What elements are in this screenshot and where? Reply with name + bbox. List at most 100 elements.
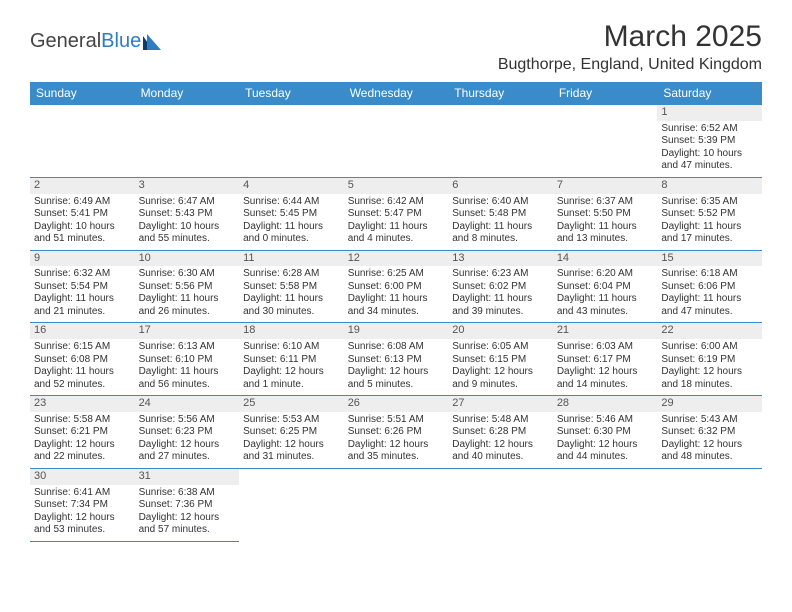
sunrise-text: Sunrise: 6:13 AM: [139, 341, 236, 354]
daylight-text: and 26 minutes.: [139, 306, 236, 319]
sunset-text: Sunset: 6:17 PM: [557, 354, 654, 367]
daylight-text: Daylight: 11 hours: [348, 221, 445, 234]
page-header: GeneralBlue March 2025 Bugthorpe, Englan…: [30, 20, 762, 74]
daylight-text: and 1 minute.: [243, 379, 340, 392]
sunrise-text: Sunrise: 6:49 AM: [34, 196, 131, 209]
day-details: Sunrise: 6:38 AMSunset: 7:36 PMDaylight:…: [139, 487, 236, 537]
calendar-body: 1 Sunrise: 6:52 AMSunset: 5:39 PMDaylight…: [30, 105, 762, 542]
day-details: Sunrise: 6:28 AMSunset: 5:58 PMDaylight:…: [243, 268, 340, 318]
sunrise-text: Sunrise: 6:30 AM: [139, 268, 236, 281]
daylight-text: and 57 minutes.: [139, 524, 236, 537]
weekday-header: Thursday: [448, 82, 553, 105]
day-number: 3: [135, 178, 240, 194]
month-title: March 2025: [498, 20, 762, 54]
calendar-cell: 18Sunrise: 6:10 AMSunset: 6:11 PMDayligh…: [239, 323, 344, 396]
daylight-text: Daylight: 12 hours: [661, 439, 758, 452]
daylight-text: Daylight: 11 hours: [557, 221, 654, 234]
calendar-cell: 30Sunrise: 6:41 AMSunset: 7:34 PMDayligh…: [30, 468, 135, 541]
day-details: Sunrise: 5:46 AMSunset: 6:30 PMDaylight:…: [557, 414, 654, 464]
daylight-text: and 47 minutes.: [661, 306, 758, 319]
day-details: Sunrise: 6:03 AMSunset: 6:17 PMDaylight:…: [557, 341, 654, 391]
sunset-text: Sunset: 5:56 PM: [139, 281, 236, 294]
sunset-text: Sunset: 6:23 PM: [139, 426, 236, 439]
day-number: 14: [553, 251, 658, 267]
sunset-text: Sunset: 6:30 PM: [557, 426, 654, 439]
sunset-text: Sunset: 5:43 PM: [139, 208, 236, 221]
daylight-text: Daylight: 11 hours: [661, 293, 758, 306]
daylight-text: and 55 minutes.: [139, 233, 236, 246]
sunrise-text: Sunrise: 6:25 AM: [348, 268, 445, 281]
sunrise-text: Sunrise: 6:42 AM: [348, 196, 445, 209]
sunset-text: Sunset: 6:10 PM: [139, 354, 236, 367]
calendar-cell: 28Sunrise: 5:46 AMSunset: 6:30 PMDayligh…: [553, 396, 658, 469]
sunrise-text: Sunrise: 5:43 AM: [661, 414, 758, 427]
sunrise-text: Sunrise: 6:37 AM: [557, 196, 654, 209]
daylight-text: Daylight: 12 hours: [348, 439, 445, 452]
day-number: 26: [344, 396, 449, 412]
day-details: Sunrise: 6:52 AMSunset: 5:39 PMDaylight:…: [661, 123, 758, 173]
day-number: 31: [135, 469, 240, 485]
daylight-text: and 31 minutes.: [243, 451, 340, 464]
daylight-text: Daylight: 11 hours: [452, 293, 549, 306]
calendar-cell: 22Sunrise: 6:00 AMSunset: 6:19 PMDayligh…: [657, 323, 762, 396]
daylight-text: Daylight: 12 hours: [348, 366, 445, 379]
daylight-text: and 47 minutes.: [661, 160, 758, 173]
daylight-text: and 51 minutes.: [34, 233, 131, 246]
daylight-text: and 52 minutes.: [34, 379, 131, 392]
calendar-row: 2Sunrise: 6:49 AMSunset: 5:41 PMDaylight…: [30, 177, 762, 250]
sunset-text: Sunset: 6:28 PM: [452, 426, 549, 439]
day-number: 8: [657, 178, 762, 194]
calendar-row: 30Sunrise: 6:41 AMSunset: 7:34 PMDayligh…: [30, 468, 762, 541]
calendar-cell: 4Sunrise: 6:44 AMSunset: 5:45 PMDaylight…: [239, 177, 344, 250]
sunset-text: Sunset: 6:06 PM: [661, 281, 758, 294]
calendar-cell: 14Sunrise: 6:20 AMSunset: 6:04 PMDayligh…: [553, 250, 658, 323]
daylight-text: Daylight: 12 hours: [661, 366, 758, 379]
day-details: Sunrise: 5:51 AMSunset: 6:26 PMDaylight:…: [348, 414, 445, 464]
daylight-text: and 14 minutes.: [557, 379, 654, 392]
daylight-text: and 0 minutes.: [243, 233, 340, 246]
day-details: Sunrise: 6:37 AMSunset: 5:50 PMDaylight:…: [557, 196, 654, 246]
calendar-cell: 26 Sunrise: 5:51 AMSunset: 6:26 PMDayligh…: [344, 396, 449, 469]
day-details: Sunrise: 6:13 AMSunset: 6:10 PMDaylight:…: [139, 341, 236, 391]
day-details: Sunrise: 5:56 AMSunset: 6:23 PMDaylight:…: [139, 414, 236, 464]
logo-flag-icon: [143, 34, 165, 50]
weekday-header: Monday: [135, 82, 240, 105]
calendar-cell: [448, 468, 553, 541]
daylight-text: and 56 minutes.: [139, 379, 236, 392]
weekday-row: Sunday Monday Tuesday Wednesday Thursday…: [30, 82, 762, 105]
calendar-cell: 11Sunrise: 6:28 AMSunset: 5:58 PMDayligh…: [239, 250, 344, 323]
sunset-text: Sunset: 6:15 PM: [452, 354, 549, 367]
daylight-text: Daylight: 12 hours: [452, 439, 549, 452]
daylight-text: and 44 minutes.: [557, 451, 654, 464]
day-number: 22: [657, 323, 762, 339]
day-number: 23: [30, 396, 135, 412]
day-details: Sunrise: 6:40 AMSunset: 5:48 PMDaylight:…: [452, 196, 549, 246]
day-details: Sunrise: 6:30 AMSunset: 5:56 PMDaylight:…: [139, 268, 236, 318]
day-number: 1: [657, 105, 762, 121]
daylight-text: Daylight: 10 hours: [34, 221, 131, 234]
daylight-text: and 34 minutes.: [348, 306, 445, 319]
daylight-text: Daylight: 11 hours: [243, 221, 340, 234]
calendar-cell: 3Sunrise: 6:47 AMSunset: 5:43 PMDaylight…: [135, 177, 240, 250]
daylight-text: and 30 minutes.: [243, 306, 340, 319]
calendar-cell: 13Sunrise: 6:23 AMSunset: 6:02 PMDayligh…: [448, 250, 553, 323]
daylight-text: and 27 minutes.: [139, 451, 236, 464]
daylight-text: and 48 minutes.: [661, 451, 758, 464]
calendar-cell: [657, 468, 762, 541]
sunrise-text: Sunrise: 6:35 AM: [661, 196, 758, 209]
calendar-cell: 29Sunrise: 5:43 AMSunset: 6:32 PMDayligh…: [657, 396, 762, 469]
calendar-cell: [239, 105, 344, 178]
sunset-text: Sunset: 5:41 PM: [34, 208, 131, 221]
day-details: Sunrise: 6:05 AMSunset: 6:15 PMDaylight:…: [452, 341, 549, 391]
sunset-text: Sunset: 6:02 PM: [452, 281, 549, 294]
calendar-cell: 12Sunrise: 6:25 AMSunset: 6:00 PMDayligh…: [344, 250, 449, 323]
daylight-text: Daylight: 11 hours: [34, 366, 131, 379]
calendar-row: 16Sunrise: 6:15 AMSunset: 6:08 PMDayligh…: [30, 323, 762, 396]
day-details: Sunrise: 6:23 AMSunset: 6:02 PMDaylight:…: [452, 268, 549, 318]
logo-text-b: Blue: [101, 30, 141, 53]
day-details: Sunrise: 6:20 AMSunset: 6:04 PMDaylight:…: [557, 268, 654, 318]
sunset-text: Sunset: 5:58 PM: [243, 281, 340, 294]
day-details: Sunrise: 6:42 AMSunset: 5:47 PMDaylight:…: [348, 196, 445, 246]
day-details: Sunrise: 6:10 AMSunset: 6:11 PMDaylight:…: [243, 341, 340, 391]
calendar-cell: [448, 105, 553, 178]
